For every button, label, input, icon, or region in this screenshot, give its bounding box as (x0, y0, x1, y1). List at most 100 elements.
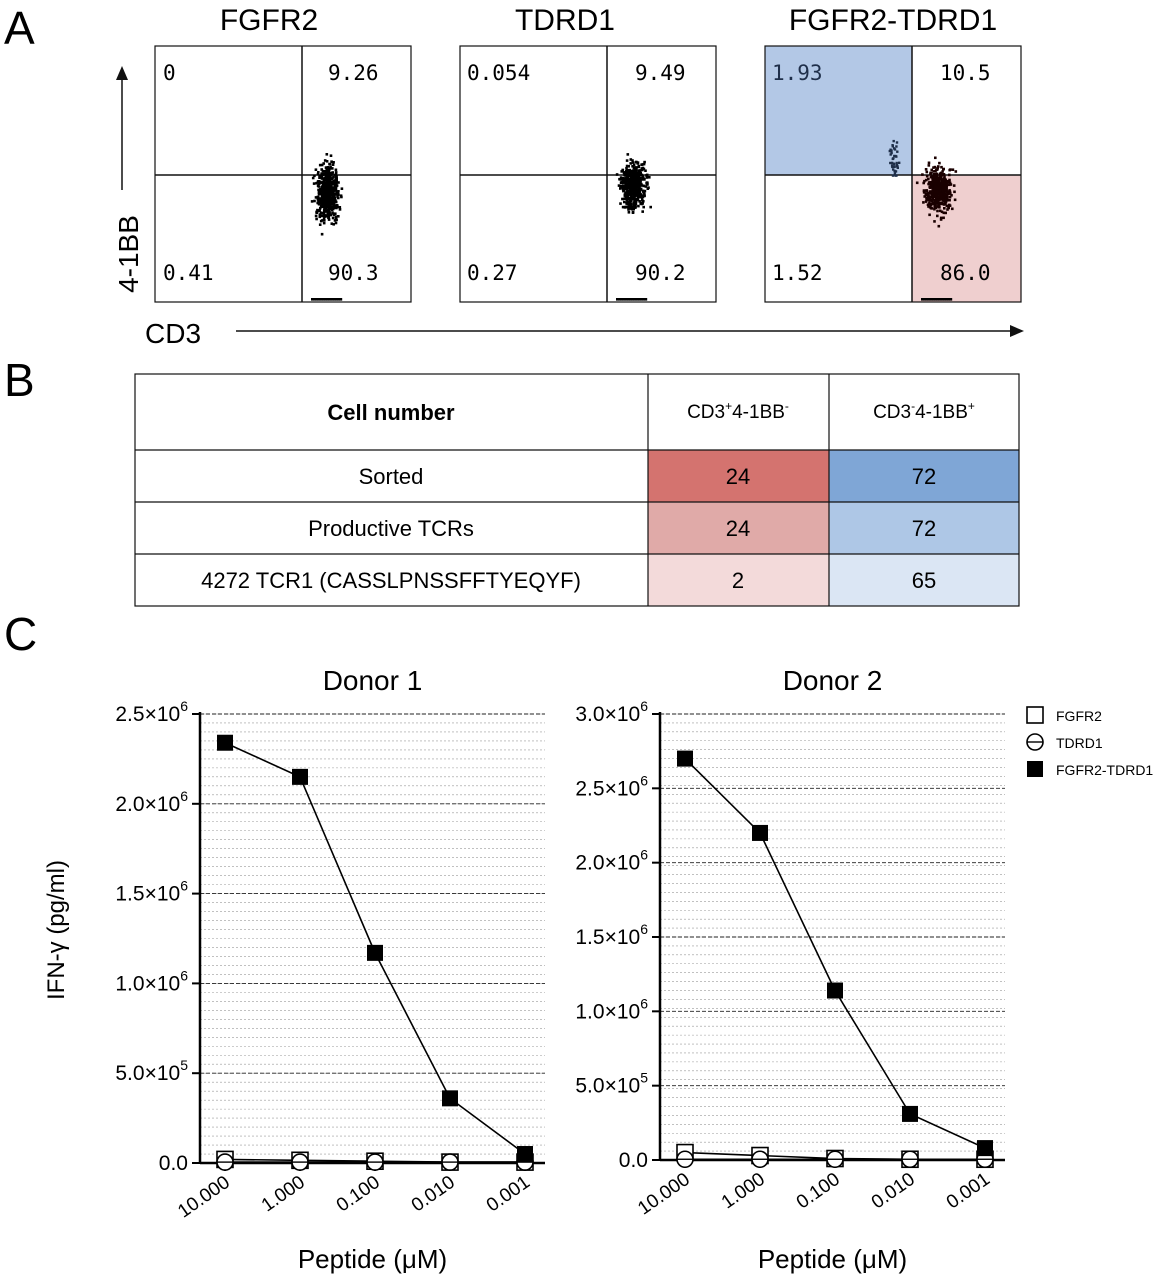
event-dot (327, 175, 331, 179)
event-dot (327, 213, 331, 217)
event-dot (319, 181, 323, 184)
event-dot (625, 159, 629, 162)
event-dot (333, 197, 336, 201)
event-dot (944, 200, 948, 204)
flow-plot-frame (764, 45, 1022, 303)
event-dot (329, 195, 332, 198)
quadrant-upper-left-value: 1.93 (772, 61, 823, 85)
event-dot (894, 154, 897, 158)
event-dot (615, 173, 619, 176)
event-dot (949, 298, 953, 301)
event-dot (335, 218, 338, 222)
line-chart-donor-2: Donor 2 0.0 5.0×105 1.0×106 1.5×106 2.0×106 2.… (575, 665, 1005, 1274)
event-dot (925, 298, 928, 301)
event-dot (334, 215, 338, 218)
event-dot (337, 190, 340, 193)
event-dot (624, 191, 627, 194)
event-dot (949, 192, 952, 195)
event-dot (635, 186, 638, 189)
x-tick-label: 0.010 (408, 1172, 459, 1216)
table-header-cell-number: Cell number (327, 400, 455, 425)
table-cell-value: 2 (732, 568, 744, 593)
event-dot (624, 193, 627, 197)
event-dot (322, 177, 326, 181)
event-dot (325, 215, 328, 218)
flow-plot-frame (154, 45, 412, 303)
event-dot (630, 207, 634, 211)
event-dot (324, 178, 328, 182)
event-dot (646, 181, 649, 185)
event-dot (952, 184, 956, 187)
event-dot (337, 193, 340, 196)
event-dot (332, 192, 336, 196)
event-dot (633, 298, 637, 301)
event-dot (310, 200, 314, 203)
event-dot (926, 203, 930, 206)
event-dot (889, 149, 893, 153)
event-dot (642, 205, 645, 209)
event-dot (640, 178, 644, 181)
event-dot (953, 198, 957, 202)
event-dot (329, 184, 333, 188)
event-dot (335, 175, 338, 178)
event-dot (632, 161, 635, 164)
event-dot (644, 298, 648, 301)
event-dot (632, 193, 636, 197)
event-dot (890, 161, 894, 165)
event-dot (933, 185, 937, 188)
event-dot (936, 167, 939, 170)
event-dot (326, 210, 330, 214)
table-cell-value: 72 (912, 464, 936, 489)
event-dot (628, 190, 632, 194)
event-dot (895, 141, 899, 144)
flow-x-axis-arrowhead (1010, 325, 1024, 337)
table-header-cd3pos-41bbneg: CD3+4-1BB- (687, 399, 789, 423)
event-dot (625, 166, 628, 170)
event-dot (336, 195, 339, 198)
event-dot (893, 169, 896, 173)
event-dot (326, 189, 330, 192)
event-dot (938, 206, 941, 209)
event-dot (320, 163, 324, 167)
event-dot (330, 298, 334, 301)
event-dot (626, 179, 630, 183)
event-dot (315, 298, 318, 301)
event-dot (633, 191, 637, 194)
event-dot (927, 177, 930, 181)
panel-label-a: A (4, 2, 35, 54)
event-dot (329, 175, 332, 179)
event-dot (644, 185, 648, 188)
event-dot (938, 198, 941, 201)
event-dot (638, 190, 641, 193)
event-dot (631, 298, 634, 301)
event-dot (941, 178, 944, 181)
event-dot (323, 214, 327, 217)
event-dot (935, 174, 939, 177)
event-dot (329, 198, 333, 202)
chart-title: Donor 2 (783, 665, 883, 696)
x-tick-label: 10.000 (174, 1172, 234, 1223)
quadrant-upper-left-value: 0 (163, 61, 176, 85)
event-dot (639, 202, 642, 205)
chart-x-axis-label: Peptide (μM) (298, 1244, 447, 1274)
event-dot (938, 176, 941, 180)
event-dot (642, 176, 645, 180)
event-dot (320, 232, 324, 236)
event-dot (625, 164, 629, 168)
legend-label: FGFR2-TDRD1 (1056, 762, 1153, 778)
event-dot (331, 211, 334, 214)
event-dot (931, 201, 934, 205)
event-dot (921, 173, 924, 176)
event-dot (326, 178, 330, 182)
event-dot (939, 192, 943, 195)
event-dot (321, 185, 324, 189)
event-dot (937, 165, 940, 168)
legend-label: TDRD1 (1056, 735, 1103, 751)
event-dot (938, 209, 942, 213)
event-dot (951, 168, 955, 171)
event-dot (322, 162, 325, 165)
event-dot (921, 298, 924, 301)
event-dot (895, 145, 898, 148)
event-dot (942, 211, 946, 215)
